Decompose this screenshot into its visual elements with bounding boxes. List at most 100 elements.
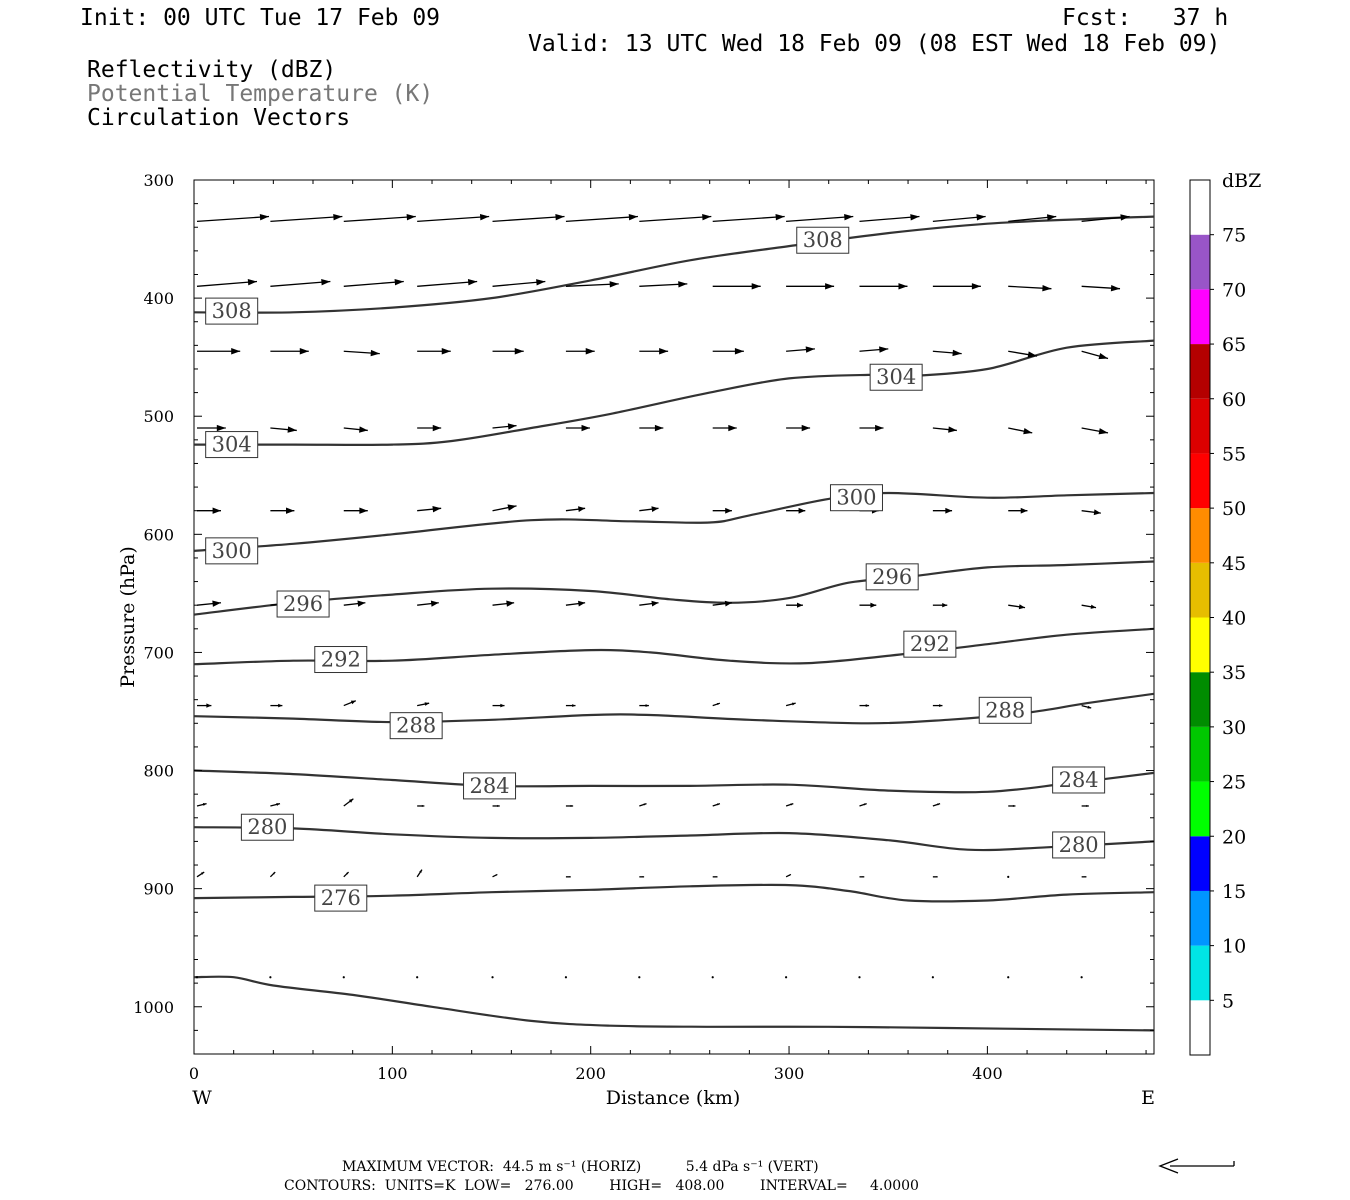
- wind-vector: [1008, 507, 1028, 514]
- colorbar-swatch: [1190, 890, 1210, 946]
- colorbar-swatch: [1190, 617, 1210, 673]
- colorbar-level-label: 5: [1222, 990, 1234, 1012]
- plot-area: 308 308 304 304 300 300 296 296 292 292 288 288 284 2…: [133, 171, 1155, 1083]
- contour-label-text: 300: [212, 539, 252, 563]
- contour-label: 308: [205, 297, 259, 325]
- contour-label-text: 308: [212, 299, 252, 323]
- wind-vector: [343, 871, 350, 878]
- wind-vector: [639, 600, 659, 607]
- wind-vector: [416, 869, 423, 878]
- valid-time: Valid: 13 UTC Wed 18 Feb 09 (08 EST Wed …: [528, 31, 1220, 57]
- wind-vector: [786, 346, 815, 353]
- contour-label: 284: [463, 772, 517, 800]
- wind-vector: [639, 876, 645, 878]
- colorbar-level-label: 50: [1222, 498, 1246, 520]
- wind-vector: [1081, 427, 1109, 435]
- contour-label-text: 304: [876, 365, 916, 389]
- x-tick-label: 200: [575, 1064, 606, 1083]
- init-time: Init: 00 UTC Tue 17 Feb 09: [80, 5, 440, 31]
- contour-label: 288: [389, 712, 443, 740]
- wind-vector: [565, 704, 576, 708]
- wind-vector: [712, 283, 761, 290]
- wind-vector: [859, 424, 884, 432]
- colorbar-swatch: [1190, 453, 1210, 509]
- wind-vector: [197, 507, 221, 514]
- contour-label: 276: [314, 884, 368, 912]
- wind-vector: [197, 424, 226, 432]
- colorbar-title: dBZ: [1222, 170, 1261, 192]
- colorbar-level-label: 55: [1222, 443, 1246, 465]
- colorbar-swatch: [1190, 672, 1210, 727]
- x-axis-title: Distance (km): [606, 1087, 741, 1109]
- wind-vector: [343, 349, 380, 357]
- colorbar-swatch: [1190, 508, 1210, 563]
- colorbar-swatch: [1190, 398, 1210, 454]
- contour-label-text: 280: [247, 815, 287, 839]
- colorbar-level-label: 70: [1222, 279, 1246, 301]
- wind-vector: [492, 600, 515, 607]
- colorbar-level-label: 35: [1222, 662, 1246, 684]
- wind-vector: [492, 279, 546, 287]
- theta-contour-296: [194, 560, 1154, 616]
- wind-vector: [1081, 704, 1092, 709]
- wind-vector: [416, 976, 419, 979]
- contour-label: 308: [796, 226, 850, 254]
- wind-vector: [565, 424, 590, 432]
- colorbar-swatch: [1190, 1000, 1210, 1055]
- wind-vector: [492, 703, 505, 708]
- wind-vector: [343, 426, 368, 433]
- legend-circulation-vectors: Circulation Vectors: [87, 105, 350, 131]
- wind-vector: [786, 213, 854, 222]
- wind-vector: [932, 349, 962, 357]
- wind-vector: [712, 702, 721, 707]
- y-tick-label: 1000: [133, 998, 174, 1017]
- colorbar-swatch: [1190, 726, 1210, 782]
- wind-vector: [492, 423, 517, 430]
- colorbar-swatch: [1190, 289, 1210, 345]
- colorbar-level-label: 40: [1222, 608, 1246, 630]
- colorbar-swatch: [1190, 781, 1210, 837]
- wind-vector: [565, 348, 595, 355]
- theta-contour-280: [194, 826, 1154, 852]
- colorbar-swatch: [1190, 234, 1210, 290]
- wind-vector: [565, 804, 574, 808]
- wind-vector: [1081, 604, 1097, 609]
- wind-vector: [786, 283, 835, 290]
- wind-vector: [1081, 214, 1130, 222]
- wind-vector: [269, 871, 276, 878]
- wind-vector: [1080, 976, 1083, 979]
- theta-contour-284: [194, 769, 1154, 794]
- wind-vector: [712, 424, 737, 432]
- contour-label-text: 288: [985, 698, 1025, 722]
- contour-label-text: 284: [469, 774, 509, 798]
- contour-label: 288: [978, 696, 1032, 724]
- wind-vector: [1008, 285, 1052, 292]
- colorbar-swatch: [1190, 344, 1210, 399]
- wind-vector: [1081, 284, 1121, 292]
- wind-vector: [1008, 804, 1016, 808]
- wind-vector: [639, 424, 664, 432]
- wind-vector: [1081, 350, 1109, 360]
- wind-vector: [270, 426, 297, 433]
- colorbar-level-label: 65: [1222, 334, 1246, 356]
- colorbar-level-label: 20: [1222, 826, 1246, 848]
- x-end-label-east: E: [1141, 1087, 1155, 1109]
- y-tick-label: 800: [143, 762, 174, 781]
- wind-vector: [931, 976, 934, 979]
- wind-vector: [565, 281, 619, 288]
- contour-label: 304: [205, 431, 259, 459]
- wind-vector: [932, 214, 986, 222]
- wind-vector: [270, 279, 331, 287]
- contour-label-text: 284: [1059, 768, 1099, 792]
- wind-vector: [417, 702, 430, 707]
- contour-label: 300: [205, 537, 259, 565]
- contour-label: 280: [1052, 831, 1106, 859]
- wind-vector: [932, 876, 938, 878]
- wind-vector: [270, 703, 283, 708]
- contour-label: 296: [276, 590, 330, 618]
- wind-vector: [1008, 350, 1038, 358]
- wind-vector: [1008, 427, 1033, 435]
- wind-vector: [785, 873, 792, 878]
- wind-vector: [639, 348, 669, 355]
- y-tick-label: 600: [143, 525, 174, 544]
